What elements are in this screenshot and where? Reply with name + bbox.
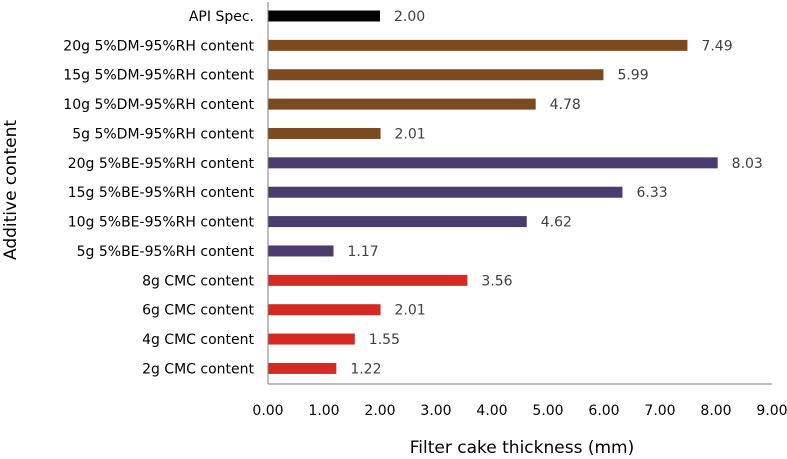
bar xyxy=(268,39,688,51)
x-tick-label: 0.00 xyxy=(252,403,283,419)
data-label: 4.62 xyxy=(541,215,572,231)
data-label: 2.01 xyxy=(395,126,426,142)
bars-group xyxy=(268,10,718,374)
category-label: 15g 5%BE-95%RH content xyxy=(68,185,255,201)
x-tick-label: 6.00 xyxy=(588,403,619,419)
category-label: 8g CMC content xyxy=(142,273,254,289)
data-label: 5.99 xyxy=(617,68,648,84)
bar xyxy=(268,274,468,286)
x-tick-label: 9.00 xyxy=(756,403,787,419)
x-tick-label: 5.00 xyxy=(532,403,563,419)
x-tick-label: 7.00 xyxy=(644,403,675,419)
x-tick-label: 2.00 xyxy=(364,403,395,419)
category-label: 5g 5%BE-95%RH content xyxy=(77,244,255,260)
category-label: 15g 5%DM-95%RH content xyxy=(63,68,254,84)
y-axis-title: Additive content xyxy=(1,120,21,260)
bar xyxy=(268,127,381,139)
data-labels-group: 2.00 7.49 5.99 4.78 2.01 8.03 6.33 4.62 1.17 3.56… xyxy=(348,9,763,377)
bar xyxy=(268,98,536,110)
bar xyxy=(268,10,380,22)
data-label: 7.49 xyxy=(701,38,732,54)
data-label: 2.01 xyxy=(395,303,426,319)
data-label: 1.55 xyxy=(369,332,400,348)
x-tick-label: 8.00 xyxy=(700,403,731,419)
x-axis-title: Filter cake thickness (mm) xyxy=(410,438,634,458)
data-label: 3.56 xyxy=(481,273,512,289)
data-label: 1.22 xyxy=(350,361,381,377)
category-label: 10g 5%BE-95%RH content xyxy=(68,215,255,231)
category-label: 20g 5%BE-95%RH content xyxy=(68,156,255,172)
bar xyxy=(268,304,381,316)
bar xyxy=(268,157,718,169)
category-label: 4g CMC content xyxy=(142,332,254,348)
bar xyxy=(268,245,334,257)
data-label: 2.00 xyxy=(394,9,425,25)
data-label: 1.17 xyxy=(348,244,379,260)
x-tick-label: 3.00 xyxy=(420,403,451,419)
category-label: API Spec. xyxy=(189,9,254,25)
bar xyxy=(268,362,337,374)
data-label: 4.78 xyxy=(550,97,581,113)
category-labels-group: API Spec. 20g 5%DM-95%RH content 15g 5%DM-… xyxy=(63,9,254,377)
bar xyxy=(268,69,604,81)
x-tick-label: 4.00 xyxy=(476,403,507,419)
x-tick-label: 1.00 xyxy=(308,403,339,419)
data-label: 6.33 xyxy=(636,185,667,201)
category-label: 10g 5%DM-95%RH content xyxy=(63,97,254,113)
bar xyxy=(268,186,623,198)
bar xyxy=(268,333,355,345)
category-label: 6g CMC content xyxy=(142,303,254,319)
x-tick-labels-group: 0.00 1.00 2.00 3.00 4.00 5.00 6.00 7.00 8.00 9.00 xyxy=(252,403,787,419)
category-label: 2g CMC content xyxy=(142,361,254,377)
category-label: 20g 5%DM-95%RH content xyxy=(63,38,254,54)
data-label: 8.03 xyxy=(732,156,763,172)
axes-group xyxy=(267,2,772,385)
bar xyxy=(268,216,527,228)
category-label: 5g 5%DM-95%RH content xyxy=(72,126,254,142)
